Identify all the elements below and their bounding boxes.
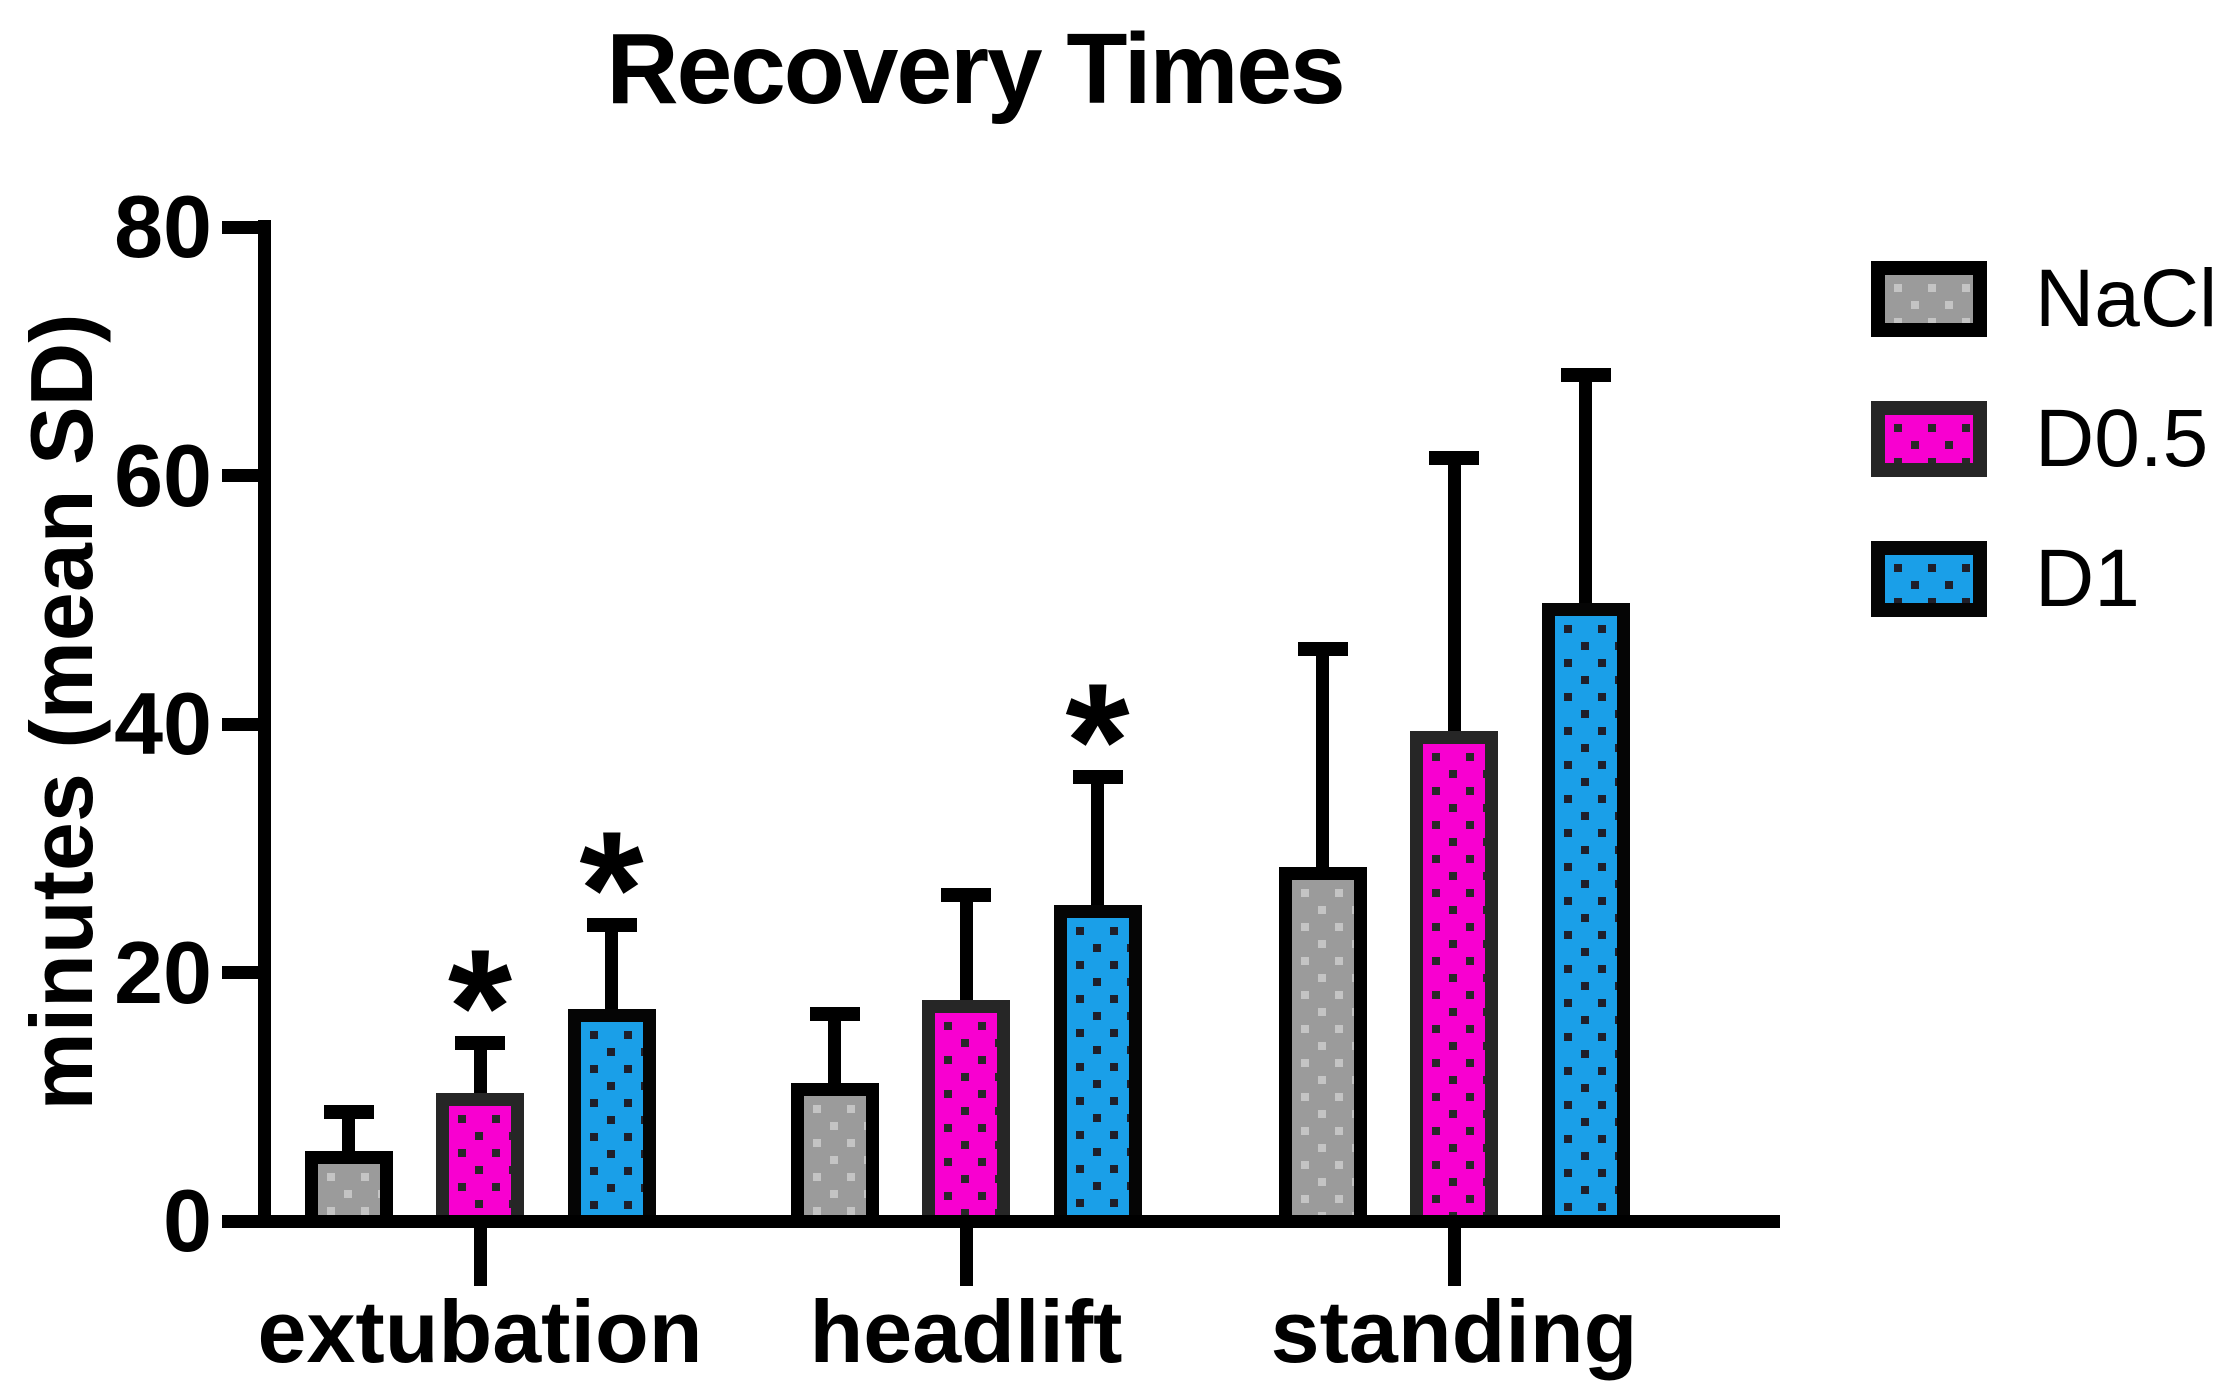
x-category-label: headlift: [809, 1282, 1123, 1381]
legend-swatch-d0.5: [1871, 401, 1987, 477]
chart-title: Recovery Times: [606, 13, 1345, 125]
y-tick: [222, 1214, 258, 1228]
legend-swatch-nacl: [1871, 261, 1987, 337]
error-bar: [828, 1013, 841, 1086]
legend-label-nacl: NaCl: [2035, 253, 2218, 344]
error-bar: [473, 1043, 487, 1095]
x-tick: [1447, 1228, 1461, 1286]
x-tick: [959, 1228, 973, 1286]
x-category-label: extubation: [257, 1282, 703, 1381]
bar-extubation-d0.5: [436, 1093, 524, 1215]
error-bar-cap: [1429, 451, 1479, 466]
bar-standing-d0.5: [1410, 731, 1498, 1215]
y-tick-label: 40: [114, 674, 212, 773]
error-bar: [1091, 777, 1104, 908]
x-tick: [473, 1228, 487, 1286]
bar-standing-d1: [1541, 603, 1630, 1215]
legend-item: D0.5: [1871, 398, 2208, 480]
legend-item: D1: [1871, 538, 2140, 620]
x-axis-line: [225, 1215, 1780, 1228]
bar-headlift-nacl: [790, 1083, 879, 1215]
y-tick-label: 0: [163, 1171, 212, 1270]
y-tick-label: 60: [114, 425, 212, 525]
error-bar-cap: [455, 1036, 505, 1051]
error-bar-cap: [323, 1104, 374, 1119]
y-tick: [222, 220, 258, 234]
bar-extubation-nacl: [304, 1151, 393, 1215]
bar-extubation-d1: [567, 1008, 656, 1215]
y-tick-label: 80: [114, 177, 212, 276]
error-bar-cap: [586, 918, 637, 933]
bar-standing-nacl: [1278, 866, 1367, 1215]
error-bar: [605, 925, 618, 1011]
significance-asterisk: *: [447, 915, 513, 1100]
error-bar-cap: [1072, 770, 1123, 785]
y-tick: [222, 966, 258, 979]
significance-asterisk: *: [579, 797, 644, 982]
y-axis-line: [258, 220, 271, 1228]
error-bar-cap: [809, 1006, 860, 1021]
y-tick-label: 20: [114, 922, 212, 1022]
error-bar: [1316, 649, 1329, 869]
x-category-label: standing: [1270, 1282, 1638, 1381]
y-tick: [222, 717, 258, 731]
significance-asterisk: *: [1065, 649, 1130, 834]
error-bar: [959, 895, 973, 1002]
legend-label-d1: D1: [2035, 533, 2140, 624]
y-tick: [222, 469, 258, 482]
legend-label-d0.5: D0.5: [2035, 393, 2209, 484]
legend-item: NaCl: [1871, 258, 2217, 340]
bar-headlift-d0.5: [922, 999, 1010, 1215]
error-bar: [342, 1111, 355, 1154]
error-bar: [1447, 458, 1461, 734]
error-bar-cap: [941, 888, 991, 903]
bar-headlift-d1: [1053, 905, 1142, 1215]
error-bar-cap: [1297, 642, 1348, 657]
legend-swatch-d1: [1871, 541, 1987, 617]
error-bar-cap: [1560, 367, 1611, 382]
error-bar: [1579, 374, 1592, 606]
